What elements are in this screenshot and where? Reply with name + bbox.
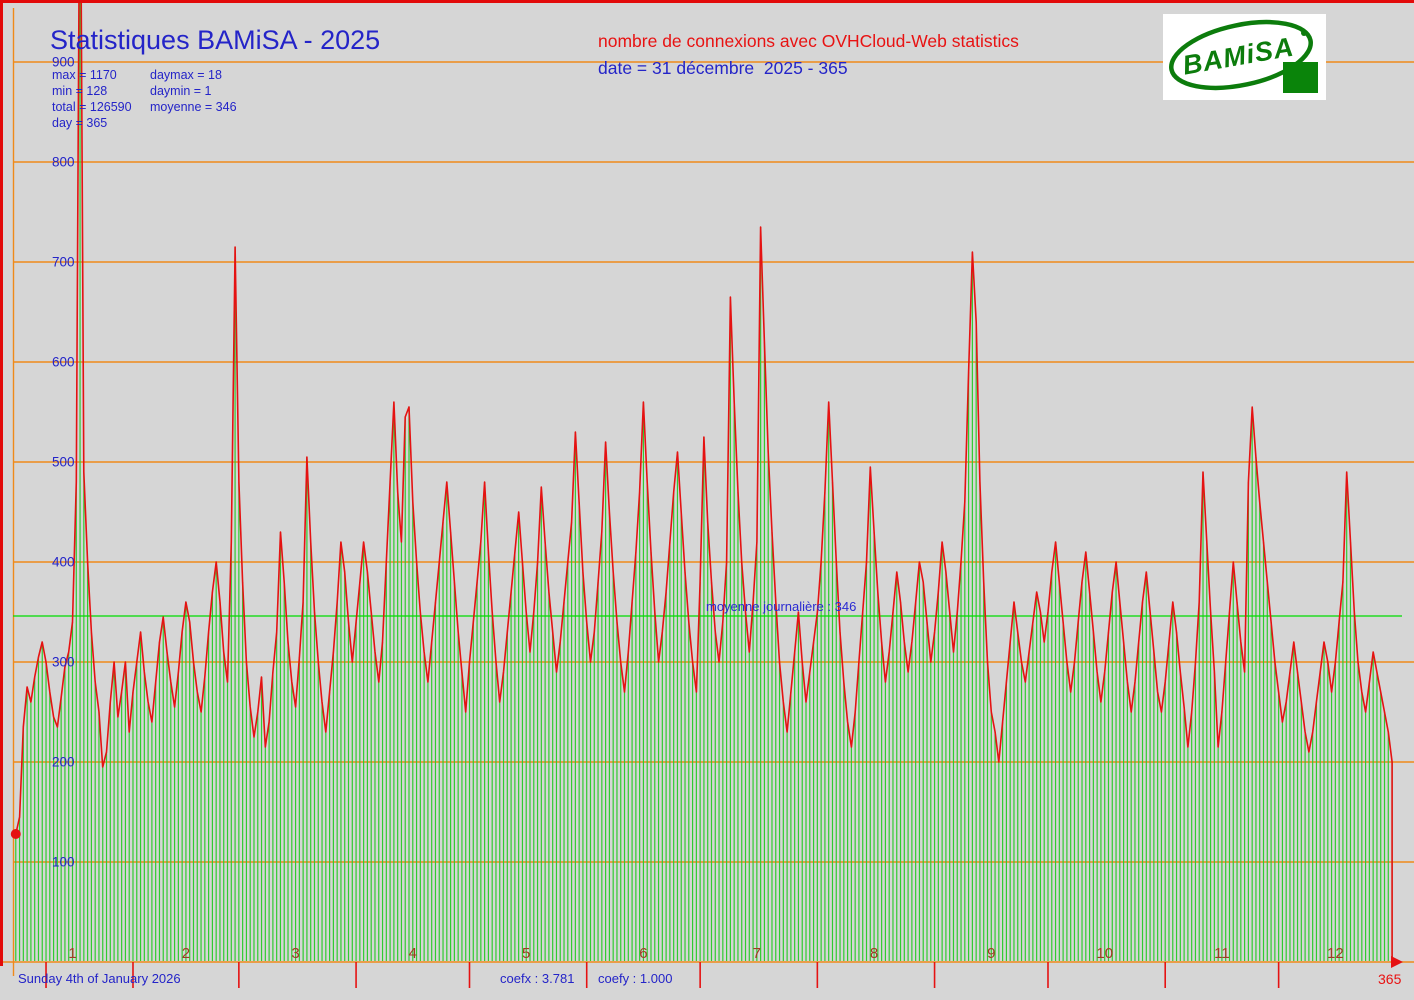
month-label: 7 [753, 945, 761, 962]
month-label: 10 [1096, 945, 1113, 962]
month-label: 8 [870, 945, 878, 962]
stats-row: total = 126590 moyenne = 346 [52, 100, 237, 116]
month-label: 12 [1327, 945, 1344, 962]
stat-max: max = 1170 [52, 68, 117, 82]
stats-row: day = 365 [52, 116, 237, 132]
y-axis-label: 900 [52, 55, 75, 70]
page-title: Statistiques BAMiSA - 2025 [50, 25, 381, 55]
month-label: 2 [182, 945, 190, 962]
footer-generated-date: Sunday 4th of January 2026 [18, 971, 181, 986]
month-label: 1 [68, 945, 76, 962]
logo-registered-dot [1301, 30, 1307, 36]
stats-row: max = 1170 daymax = 18 [52, 68, 237, 84]
bamisa-logo: BAMiSA [1163, 14, 1326, 100]
month-label: 9 [987, 945, 995, 962]
coefy-label: coefy : 1.000 [598, 971, 673, 986]
month-label: 4 [409, 945, 417, 962]
y-axis-label: 400 [52, 555, 75, 570]
left-border [0, 0, 3, 966]
stats-block: max = 1170 daymax = 18 min = 128 daymin = … [52, 68, 237, 132]
month-label: 5 [522, 945, 530, 962]
top-border [0, 0, 1414, 3]
y-axis-label: 700 [52, 255, 75, 270]
stat-daymin: daymin = 1 [150, 84, 212, 98]
date-line: date = 31 décembre 2025 - 365 [598, 58, 848, 78]
month-label: 3 [291, 945, 299, 962]
month-label: 11 [1214, 945, 1230, 962]
y-axis-label: 800 [52, 155, 75, 170]
y-axis-label: 200 [52, 755, 75, 770]
stat-moyenne: moyenne = 346 [150, 100, 237, 114]
stat-total: total = 126590 [52, 100, 132, 114]
stat-day: day = 365 [52, 116, 108, 130]
y-axis-label: 600 [52, 355, 75, 370]
stat-daymax: daymax = 18 [150, 68, 222, 82]
coefx-label: coefx : 3.781 [500, 971, 575, 986]
y-axis-label: 300 [52, 655, 75, 670]
month-label: 6 [639, 945, 647, 962]
y-axis-label: 500 [52, 455, 75, 470]
y-axis-label: 100 [52, 855, 75, 870]
start-dot [10, 829, 21, 839]
subtitle-red: nombre de connexions avec OVHCloud-Web s… [598, 31, 1019, 51]
average-line-label: moyenne journalière : 346 [706, 599, 857, 614]
logo-ellipse [1169, 19, 1313, 91]
logo-square [1283, 62, 1318, 93]
red-series-line [15, 0, 1393, 958]
stats-row: min = 128 daymin = 1 [52, 84, 237, 100]
stat-min: min = 128 [52, 84, 108, 98]
end-day-label: 365 [1378, 971, 1402, 987]
end-arrow [1391, 956, 1403, 968]
